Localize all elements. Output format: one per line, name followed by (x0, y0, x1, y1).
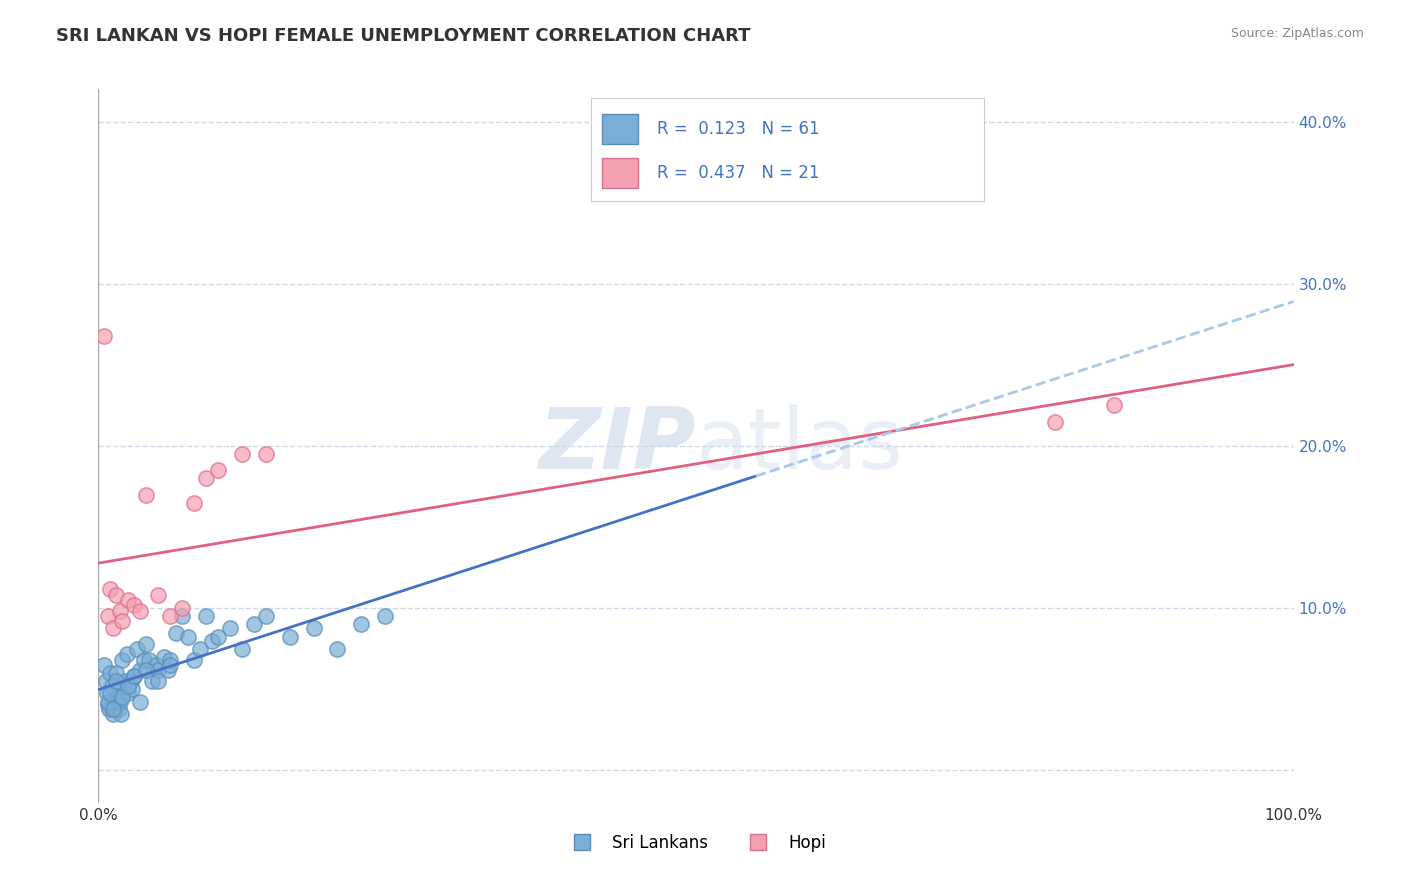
Point (145, 657, 167, 672)
FancyBboxPatch shape (602, 158, 638, 188)
Point (94, 674, 117, 689)
Point (93, 328, 115, 343)
Point (101, 706, 124, 721)
Point (105, 674, 128, 689)
Text: R =  0.123   N = 61: R = 0.123 N = 61 (658, 120, 820, 138)
Point (278, 631, 301, 645)
Point (111, 690, 134, 705)
FancyBboxPatch shape (602, 113, 638, 145)
Point (97, 695, 120, 709)
Point (156, 663, 179, 677)
Point (98, 702, 121, 716)
Point (231, 641, 253, 656)
Text: R =  0.437   N = 21: R = 0.437 N = 21 (658, 164, 820, 182)
Point (195, 471, 218, 485)
Point (254, 609, 277, 624)
Point (207, 631, 229, 645)
Point (104, 702, 127, 716)
Point (105, 666, 128, 681)
Point (207, 463, 229, 477)
Point (350, 617, 373, 632)
Point (148, 663, 170, 677)
Point (107, 702, 129, 716)
Point (183, 653, 205, 667)
Point (165, 625, 187, 640)
Point (138, 653, 160, 667)
Point (96, 685, 118, 699)
Point (121, 682, 143, 697)
Point (188, 641, 211, 656)
Point (117, 679, 139, 693)
Point (129, 604, 152, 618)
Point (98, 666, 122, 681)
Point (177, 631, 200, 645)
Point (105, 588, 128, 602)
Point (111, 653, 134, 667)
Point (219, 621, 242, 635)
Point (172, 601, 194, 615)
Point (195, 609, 218, 624)
Point (129, 663, 152, 677)
Text: atlas: atlas (696, 404, 904, 488)
Point (101, 621, 124, 635)
Point (159, 609, 181, 624)
Legend: Sri Lankans, Hopi: Sri Lankans, Hopi (560, 828, 832, 859)
Point (183, 496, 205, 510)
Point (1104, 399, 1126, 413)
Point (117, 685, 139, 699)
Point (101, 702, 124, 716)
Point (98, 582, 122, 596)
Point (201, 633, 224, 648)
Point (124, 669, 146, 683)
Text: Source: ZipAtlas.com: Source: ZipAtlas.com (1230, 27, 1364, 40)
Point (120, 674, 142, 689)
Text: SRI LANKAN VS HOPI FEMALE UNEMPLOYMENT CORRELATION CHART: SRI LANKAN VS HOPI FEMALE UNEMPLOYMENT C… (56, 27, 751, 45)
Point (93, 657, 115, 672)
Point (129, 695, 152, 709)
Point (135, 637, 157, 651)
Point (135, 663, 157, 677)
Point (114, 674, 136, 689)
Point (135, 488, 157, 502)
Point (231, 447, 253, 461)
Point (115, 647, 138, 661)
Text: ZIP: ZIP (538, 404, 696, 488)
Point (159, 657, 181, 672)
Point (125, 641, 148, 656)
Point (97, 698, 120, 713)
Point (108, 695, 131, 709)
Point (243, 617, 266, 632)
Point (124, 598, 146, 612)
Point (97, 609, 120, 624)
Point (111, 614, 134, 628)
Point (132, 653, 155, 667)
Point (103, 695, 125, 709)
Point (326, 641, 349, 656)
Point (148, 588, 170, 602)
Point (107, 690, 129, 705)
Point (141, 674, 163, 689)
Point (124, 669, 146, 683)
Point (153, 649, 176, 664)
Point (100, 679, 122, 693)
Point (108, 604, 131, 618)
Point (159, 653, 181, 667)
Point (1043, 415, 1066, 429)
Point (172, 609, 194, 624)
Point (117, 593, 139, 607)
Point (254, 447, 277, 461)
Point (98, 685, 122, 699)
Point (302, 621, 325, 635)
Point (148, 674, 170, 689)
Point (110, 706, 132, 721)
Point (374, 609, 396, 624)
